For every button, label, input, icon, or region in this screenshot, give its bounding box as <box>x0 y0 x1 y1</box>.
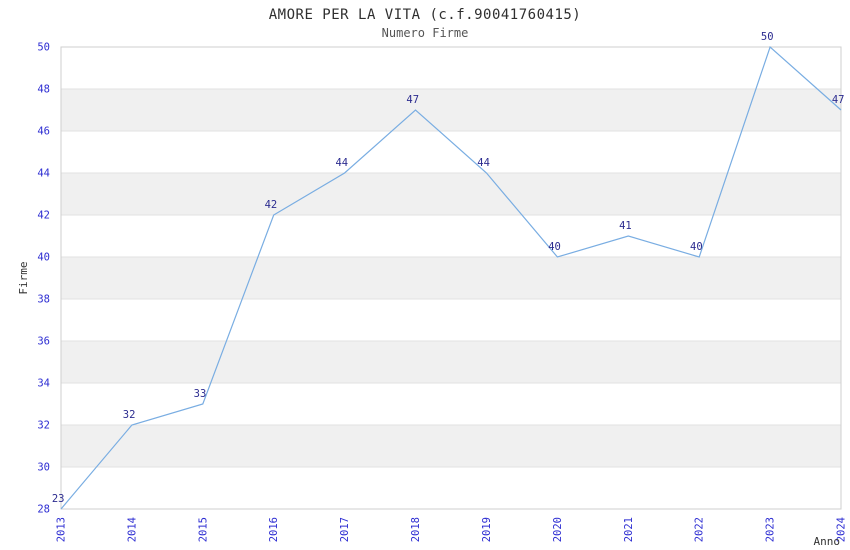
data-point-label: 40 <box>548 241 561 253</box>
x-axis-title: Anno <box>814 535 841 548</box>
x-tick-label: 2024 <box>836 517 848 542</box>
y-axis-title: Firme <box>17 261 30 294</box>
chart-subtitle: Numero Firme <box>381 26 469 40</box>
plot-band <box>61 257 841 299</box>
data-point-label: 44 <box>477 157 490 169</box>
data-point-label: 41 <box>619 220 632 232</box>
data-point-label: 50 <box>761 31 774 43</box>
series-line <box>60 45 842 510</box>
plot-band <box>61 341 841 383</box>
y-tick-label: 44 <box>37 168 50 180</box>
x-tick-label: 2022 <box>694 517 706 542</box>
x-tick-label: 2016 <box>268 517 280 542</box>
x-tick-label: 2014 <box>126 517 138 542</box>
data-point-label: 23 <box>52 493 65 505</box>
data-point-label: 32 <box>123 409 136 421</box>
y-tick-label: 50 <box>37 42 50 54</box>
y-tick-label: 40 <box>37 252 50 264</box>
y-tick-label: 32 <box>37 420 50 432</box>
plot-band <box>61 89 841 131</box>
x-tick-label: 2018 <box>410 517 422 542</box>
y-tick-label: 48 <box>37 84 50 96</box>
y-tick-label: 36 <box>37 336 50 348</box>
data-point-label: 47 <box>406 94 419 106</box>
plot-band <box>61 173 841 215</box>
y-tick-label: 42 <box>37 210 50 222</box>
y-tick-label: 28 <box>37 504 50 516</box>
data-point-label: 40 <box>690 241 703 253</box>
x-tick-label: 2021 <box>623 517 635 542</box>
x-tick-label: 2019 <box>481 517 493 542</box>
y-tick-label: 34 <box>37 378 50 390</box>
y-tick-label: 38 <box>37 294 50 306</box>
x-tick-label: 2017 <box>339 517 351 542</box>
plot-border <box>60 46 842 510</box>
x-tick-label: 2015 <box>197 517 209 542</box>
y-tick-label: 30 <box>37 462 50 474</box>
data-point-label: 42 <box>265 199 278 211</box>
chart-title: AMORE PER LA VITA (c.f.90041760415) <box>268 7 582 23</box>
data-point-label: 33 <box>194 388 207 400</box>
x-tick-label: 2020 <box>552 517 564 542</box>
y-tick-label: 46 <box>37 126 50 138</box>
plot-band <box>61 425 841 467</box>
x-tick-label: 2013 <box>56 517 68 542</box>
x-tick-label: 2023 <box>765 517 777 542</box>
data-point-label: 44 <box>335 157 348 169</box>
data-point-label: 47 <box>832 94 845 106</box>
